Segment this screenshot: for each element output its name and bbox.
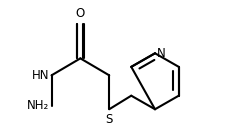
Text: O: O (76, 7, 85, 20)
Text: NH₂: NH₂ (27, 99, 49, 112)
Text: HN: HN (32, 69, 49, 82)
Text: N: N (156, 47, 165, 60)
Text: S: S (105, 114, 112, 126)
